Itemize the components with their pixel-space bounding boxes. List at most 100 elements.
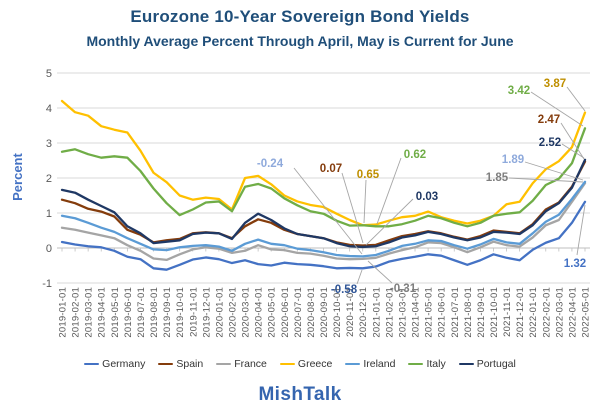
x-tick-label: 2020-05-01 — [267, 287, 278, 338]
annotation-leader — [356, 269, 363, 285]
annotation-label: 2.52 — [539, 137, 561, 149]
x-tick-label: 2020-06-01 — [280, 287, 291, 338]
legend-swatch-ireland — [345, 362, 361, 366]
x-tick-label: 2022-01-01 — [528, 287, 539, 338]
x-tick-label: 2020-11-01 — [345, 287, 356, 337]
legend-swatch-france — [216, 362, 232, 366]
x-tick-label: 2019-11-01 — [188, 287, 199, 337]
y-tick-label: 0 — [46, 243, 52, 255]
x-tick-label: 2021-05-01 — [424, 287, 435, 338]
x-tick-label: 2019-09-01 — [162, 287, 173, 338]
annotation-label: 0.62 — [404, 149, 426, 161]
x-tick-label: 2021-07-01 — [450, 287, 461, 338]
x-tick-label: 2020-09-01 — [319, 287, 330, 338]
y-tick-label: -1 — [42, 278, 52, 290]
legend-label-germany: Germany — [102, 358, 146, 370]
legend-label-greece: Greece — [297, 358, 333, 370]
x-tick-label: 2021-02-01 — [384, 287, 395, 338]
x-tick-label: 2020-02-01 — [227, 287, 238, 338]
y-tick-label: 3 — [46, 138, 52, 150]
annotation-leader — [363, 179, 367, 224]
x-tick-label: 2022-05-01 — [581, 287, 592, 338]
series-line-italy — [60, 127, 587, 228]
annotation-label: -0.58 — [331, 284, 358, 296]
x-tick-label: 2019-01-01 — [58, 287, 69, 338]
annotation-label: 1.32 — [564, 258, 586, 270]
legend-item-italy: Italy — [408, 358, 446, 370]
legend-item-portugal: Portugal — [458, 358, 516, 370]
legend-item-ireland: Ireland — [345, 358, 395, 370]
x-tick-label: 2020-04-01 — [254, 287, 265, 338]
x-tick-label: 2019-12-01 — [201, 287, 212, 338]
x-tick-label: 2020-01-01 — [214, 287, 225, 338]
x-tick-label: 2019-02-01 — [71, 287, 82, 338]
legend-label-spain: Spain — [176, 358, 204, 370]
annotation-label: 0.07 — [320, 163, 342, 175]
legend: Germany Spain France Greece Ireland Italy Port… — [0, 358, 600, 370]
x-tick-label: 2020-12-01 — [358, 287, 369, 338]
series-line-greece — [60, 99, 587, 227]
x-tick-label: 2019-03-01 — [84, 287, 95, 338]
legend-item-germany: Germany — [84, 358, 145, 370]
x-tick-label: 2021-06-01 — [437, 287, 448, 338]
series-line-portugal — [60, 158, 587, 249]
x-tick-label: 2022-03-01 — [554, 287, 565, 338]
series-line-france — [60, 182, 587, 262]
annotation-leader — [367, 260, 393, 284]
annotation-leader — [561, 143, 585, 159]
chart-subtitle: Monthly Average Percent Through April, M… — [86, 33, 514, 49]
brand-footer: MishTalk — [258, 384, 342, 405]
annotation-label: -0.31 — [390, 283, 417, 295]
legend-label-italy: Italy — [426, 358, 446, 370]
x-tick-label: 2021-01-01 — [371, 287, 382, 338]
x-tick-label: 2021-03-01 — [397, 287, 408, 338]
legend-swatch-italy — [408, 362, 424, 366]
y-tick-label: 5 — [46, 68, 52, 80]
x-tick-label: 2021-09-01 — [476, 287, 487, 338]
annotation-label: 0.65 — [357, 169, 380, 181]
legend-swatch-greece — [279, 362, 295, 366]
x-tick-label: 2019-08-01 — [149, 287, 160, 338]
series-line-germany — [60, 200, 587, 271]
x-tick-label: 2020-10-01 — [332, 287, 343, 338]
annotation-leader — [524, 161, 584, 181]
legend-swatch-portugal — [458, 362, 474, 366]
annotation-leader — [530, 91, 584, 127]
series-line-ireland — [60, 180, 587, 258]
annotation-leader — [341, 172, 364, 244]
annotation-label: 3.87 — [544, 78, 566, 90]
annotation-leader — [365, 198, 414, 246]
legend-item-france: France — [216, 358, 267, 370]
annotation-leader — [566, 86, 586, 112]
legend-label-ireland: Ireland — [363, 358, 396, 370]
annotation-label: -0.24 — [257, 158, 284, 170]
annotation-leader — [293, 167, 363, 255]
legend-item-greece: Greece — [279, 358, 333, 370]
x-tick-label: 2020-03-01 — [241, 287, 252, 338]
x-tick-label: 2019-06-01 — [123, 287, 134, 338]
annotation-leader — [508, 177, 584, 183]
x-tick-label: 2019-04-01 — [97, 287, 108, 338]
legend-swatch-germany — [84, 362, 100, 366]
x-tick-label: 2021-04-01 — [411, 287, 422, 338]
legend-label-france: France — [234, 358, 267, 370]
x-tick-label: 2021-12-01 — [515, 287, 526, 338]
annotation-label: 3.42 — [508, 85, 530, 97]
x-tick-label: 2020-08-01 — [306, 287, 317, 338]
x-tick-label: 2019-07-01 — [136, 287, 147, 338]
x-tick-label: 2022-02-01 — [541, 287, 552, 338]
x-tick-label: 2021-08-01 — [463, 287, 474, 338]
x-tick-label: 2022-04-01 — [567, 287, 578, 338]
legend-label-portugal: Portugal — [476, 358, 516, 370]
annotation-leader — [576, 204, 586, 256]
x-tick-label: 2019-05-01 — [110, 287, 121, 338]
y-tick-label: 2 — [46, 173, 52, 185]
y-tick-label: 4 — [46, 103, 52, 115]
annotation-label: 1.85 — [486, 172, 509, 184]
annotation-leader — [376, 157, 402, 225]
x-tick-label: 2021-10-01 — [489, 287, 500, 338]
annotation-leader — [560, 122, 585, 160]
annotation-label: 1.89 — [502, 154, 524, 166]
legend-swatch-spain — [158, 362, 174, 366]
